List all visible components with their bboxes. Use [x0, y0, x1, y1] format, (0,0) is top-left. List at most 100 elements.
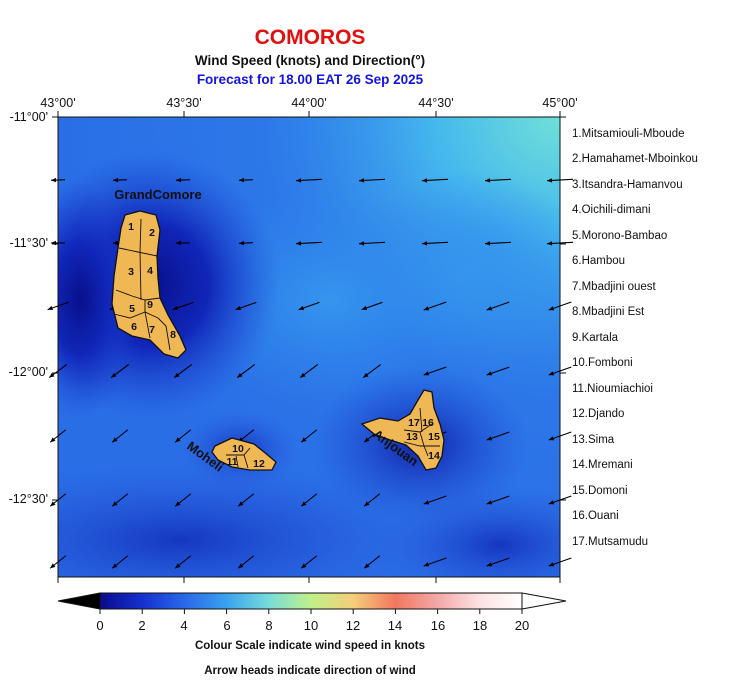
lat-label-12-30: -12°30': [8, 492, 48, 506]
colorbar-tick-label: 14: [387, 618, 403, 633]
lon-label-43-00: 43°00': [40, 96, 76, 110]
island-moheli: [211, 437, 277, 471]
region-number-5: 5: [129, 303, 135, 315]
wind-arrow: [173, 363, 193, 379]
lon-label-44-00: 44°00': [291, 96, 327, 110]
wind-arrow: [548, 301, 572, 311]
lat-label-11-00: -11°00': [9, 110, 48, 124]
legend-item: 7.Mbadjini ouest: [572, 281, 656, 293]
colorbar-tick-label: 2: [138, 618, 146, 633]
region-number-14: 14: [428, 450, 440, 462]
region-number-3: 3: [128, 266, 134, 278]
wind-arrow: [111, 429, 129, 443]
colorbar-tick-label: 8: [265, 618, 273, 633]
wind-arrow: [111, 493, 129, 507]
wind-arrow: [484, 178, 512, 183]
region-number-13: 13: [406, 431, 418, 443]
legend-item: 2.Hamahamet-Mboinkou: [572, 153, 698, 165]
legend-item: 12.Djando: [572, 408, 625, 420]
wind-arrow: [423, 495, 447, 505]
legend-item: 15.Domoni: [572, 485, 628, 497]
wind-arrow: [300, 429, 318, 443]
wind-arrow: [486, 557, 510, 567]
legend-item: 16.Ouani: [572, 510, 619, 522]
island-grande-comore: [111, 210, 187, 359]
legend-item: 13.Sima: [572, 434, 615, 446]
wind-arrow: [172, 301, 194, 311]
wind-arrows: [47, 177, 574, 569]
colorbar-tick-label: 20: [514, 618, 530, 633]
region-number-11: 11: [226, 456, 237, 468]
region-number-12: 12: [253, 458, 265, 470]
island-label-grande-comore: GrandComore: [114, 187, 201, 202]
wind-arrow: [298, 301, 320, 311]
wind-arrow: [361, 301, 383, 311]
wind-arrow: [237, 555, 255, 569]
legend-item: 14.Mremani: [572, 459, 633, 471]
wind-arrow: [300, 555, 318, 569]
wind-arrow: [111, 555, 129, 569]
forecast-time: Forecast for 18.00 EAT 26 Sep 2025: [196, 72, 424, 87]
wind-arrow: [548, 366, 572, 376]
wind-arrow: [110, 363, 130, 379]
colorbar-tick-label: 12: [345, 618, 361, 633]
wind-arrow: [300, 493, 318, 507]
region-number-2: 2: [149, 227, 155, 239]
legend-item: 17.Mutsamudu: [572, 536, 649, 548]
wind-arrow: [363, 555, 381, 569]
colorbar-tick-label: 4: [180, 618, 188, 633]
wind-arrow: [423, 301, 447, 311]
wind-arrow: [47, 301, 69, 311]
arrow-caption: Arrow heads indicate direction of wind: [204, 665, 416, 677]
region-number-4: 4: [147, 265, 153, 277]
region-number-16: 16: [422, 417, 434, 429]
wind-arrow: [548, 495, 572, 505]
wind-arrow: [546, 241, 574, 246]
wind-arrow: [486, 495, 510, 505]
legend-item: 3.Itsandra-Hamanvou: [572, 179, 683, 191]
legend-item: 4.Oichili-dimani: [572, 204, 651, 216]
map-title: COMOROS: [254, 26, 366, 49]
colorbar-caption: Colour Scale indicate wind speed in knot…: [194, 640, 426, 652]
wind-arrow: [235, 301, 257, 311]
wind-arrow: [238, 240, 254, 246]
wind-arrow: [421, 241, 449, 246]
colorbar: [57, 592, 567, 614]
wind-arrow: [486, 431, 510, 441]
legend-item: 9.Kartala: [572, 332, 619, 344]
wind-arrow: [236, 363, 256, 379]
wind-arrow: [174, 429, 192, 443]
wind-arrow: [50, 177, 66, 183]
wind-arrow: [49, 429, 67, 443]
legend-item: 1.Mitsamiouli-Mboude: [572, 128, 685, 140]
region-number-17: 17: [408, 417, 420, 429]
region-number-1: 1: [128, 221, 134, 233]
wind-arrow: [363, 493, 381, 507]
wind-arrow: [51, 240, 65, 246]
legend-item: 8.Mbadjini Est: [572, 306, 645, 318]
legend-item: 10.Fomboni: [572, 357, 633, 369]
lat-label-12-00: -12°00': [8, 365, 48, 379]
wind-arrow: [486, 301, 510, 311]
colorbar-tick-label: 16: [430, 618, 446, 633]
legend-item: 6.Hambou: [572, 255, 626, 267]
region-number-7: 7: [149, 324, 155, 336]
wind-arrow: [48, 363, 68, 379]
lat-label-11-30: -11°30': [9, 236, 48, 250]
lon-label-45-00: 45°00': [542, 96, 578, 110]
region-number-9: 9: [147, 299, 153, 311]
region-number-15: 15: [428, 431, 440, 443]
wind-arrow: [112, 177, 128, 183]
wind-arrow: [176, 240, 190, 246]
wind-arrow: [174, 555, 192, 569]
colorbar-tick-label: 0: [96, 618, 104, 633]
region-number-10: 10: [232, 443, 244, 455]
wind-arrow: [237, 493, 255, 507]
wind-speed-field: [58, 117, 560, 577]
wind-arrow: [238, 177, 254, 183]
wind-arrow: [486, 366, 510, 376]
legend-item: 5.Morono-Bambao: [572, 230, 668, 242]
wind-arrow: [49, 555, 67, 569]
wind-arrow: [546, 178, 574, 183]
